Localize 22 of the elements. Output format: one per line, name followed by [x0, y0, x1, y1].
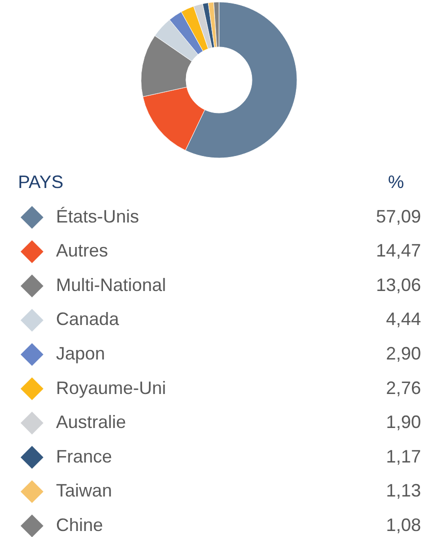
legend-title: PAYS: [18, 172, 64, 192]
data-label: 2,90: [386, 344, 421, 364]
data-label: 57,09: [376, 206, 421, 226]
legend-label: Australie: [56, 412, 126, 432]
data-label: 4,44: [386, 309, 421, 330]
legend-label: Chine: [56, 514, 104, 535]
legend-label: France: [56, 446, 112, 466]
data-label: 13,06: [376, 274, 421, 295]
data-label: 1,13: [386, 480, 421, 501]
legend-label: Autres: [56, 240, 108, 261]
data-label: 1,08: [386, 514, 421, 535]
legend-label: Taiwan: [56, 480, 112, 501]
text: %: [388, 172, 404, 192]
legend-label: Royaume-Uni: [56, 378, 166, 398]
data-label: 1,90: [386, 412, 421, 432]
data-label: 2,76: [386, 378, 421, 398]
legend-label: États-Unis: [56, 206, 140, 226]
legend-label: Japon: [56, 344, 106, 364]
legend-label: Canada: [56, 309, 120, 330]
data-label: 14,47: [376, 240, 421, 261]
data-label: 1,17: [386, 446, 421, 466]
legend-label: Multi-National: [56, 274, 166, 295]
